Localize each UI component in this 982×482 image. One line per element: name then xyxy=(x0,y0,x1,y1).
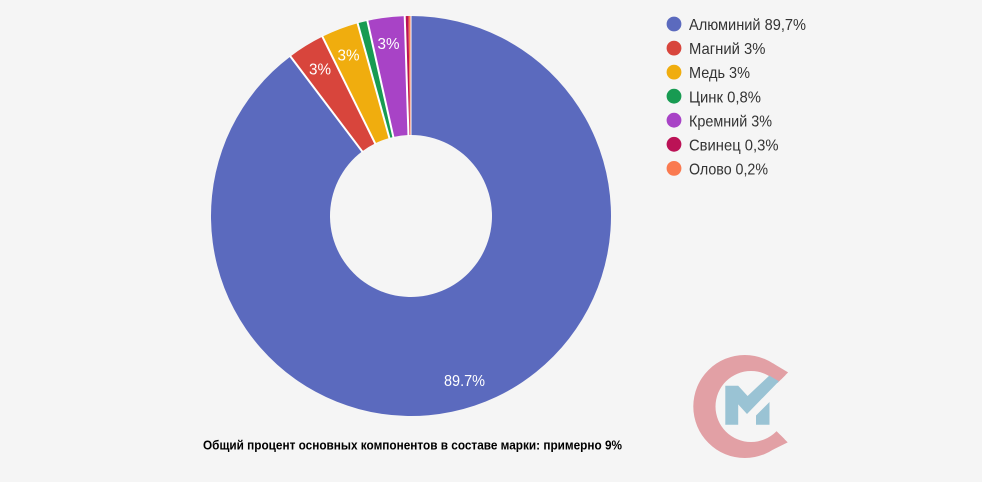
svg-text:Общий процент основных компоне: Общий процент основных компонентов в сос… xyxy=(203,438,622,453)
svg-text:Цинк 0,8%: Цинк 0,8% xyxy=(689,89,761,106)
svg-text:Алюминий 89,7%: Алюминий 89,7% xyxy=(689,17,806,34)
svg-text:Кремний 3%: Кремний 3% xyxy=(689,113,772,130)
svg-text:Олово 0,2%: Олово 0,2% xyxy=(689,162,768,179)
svg-text:3%: 3% xyxy=(309,62,331,79)
svg-text:3%: 3% xyxy=(378,36,400,53)
svg-text:3%: 3% xyxy=(338,47,360,64)
svg-text:Магний 3%: Магний 3% xyxy=(689,41,766,58)
svg-text:89.7%: 89.7% xyxy=(444,373,485,390)
svg-text:Медь 3%: Медь 3% xyxy=(689,65,750,82)
svg-text:Свинец 0,3%: Свинец 0,3% xyxy=(689,137,779,154)
